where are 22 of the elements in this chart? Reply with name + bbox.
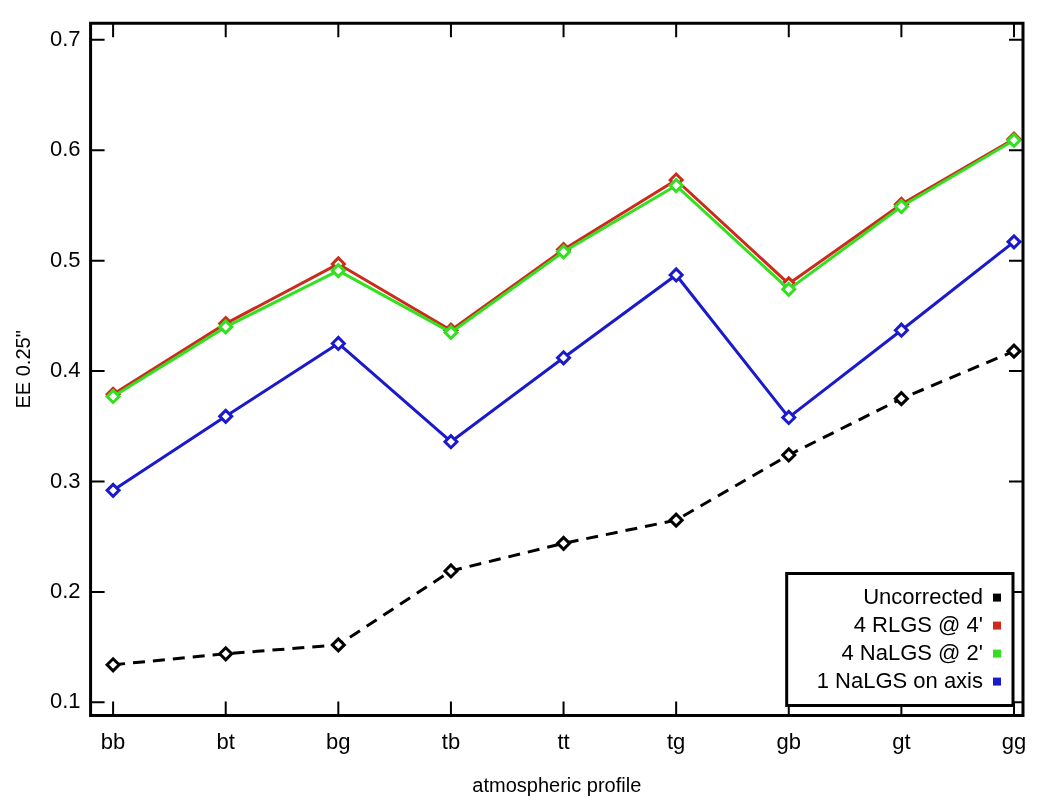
legend-label: 1 NaLGS on axis <box>816 667 983 693</box>
x-tick-label: gg <box>1001 728 1027 754</box>
y-tick-label: 0.3 <box>49 467 81 493</box>
x-tick-label: tg <box>666 728 686 754</box>
y-tick-label: 0.7 <box>49 25 81 51</box>
x-tick-label: gt <box>892 728 911 754</box>
y-tick-label: 0.4 <box>49 357 81 383</box>
x-axis-title: atmospheric profile <box>472 773 642 796</box>
y-tick-label: 0.5 <box>49 246 81 272</box>
legend-label: 4 NaLGS @ 2' <box>841 639 983 665</box>
y-tick-label: 0.2 <box>49 577 81 603</box>
y-tick-label: 0.1 <box>49 688 81 714</box>
x-tick-label: gb <box>776 728 802 754</box>
legend-label: Uncorrected <box>863 583 983 609</box>
x-tick-label: tt <box>557 728 570 754</box>
x-tick-label: bg <box>326 728 351 754</box>
y-axis-title: EE 0.25" <box>11 330 34 409</box>
legend-label: 4 RLGS @ 4' <box>853 611 983 637</box>
x-tick-label: tb <box>441 728 461 754</box>
x-tick-label: bb <box>100 728 126 754</box>
y-tick-label: 0.6 <box>49 136 81 162</box>
x-tick-label: bt <box>216 728 235 754</box>
